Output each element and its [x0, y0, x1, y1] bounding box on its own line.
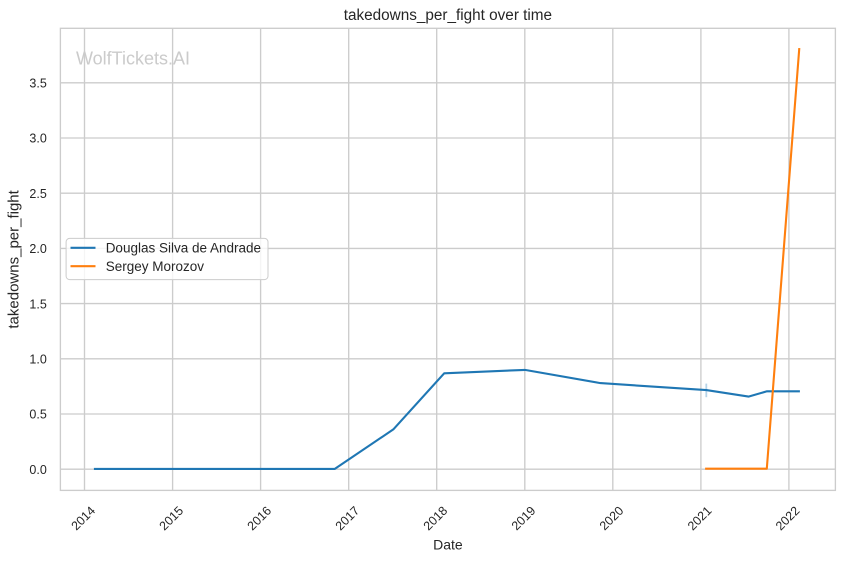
svg-text:takedowns_per_fight over time: takedowns_per_fight over time [344, 7, 552, 24]
svg-text:0.0: 0.0 [29, 463, 46, 477]
svg-text:1.0: 1.0 [29, 353, 46, 367]
svg-text:2.5: 2.5 [29, 187, 46, 201]
svg-text:WolfTickets.AI: WolfTickets.AI [76, 49, 190, 69]
svg-text:takedowns_per_fight: takedowns_per_fight [6, 189, 23, 328]
svg-text:2.0: 2.0 [29, 242, 46, 256]
svg-text:Sergey Morozov: Sergey Morozov [106, 259, 205, 274]
svg-text:Date: Date [433, 537, 463, 553]
svg-text:Douglas Silva de Andrade: Douglas Silva de Andrade [106, 241, 261, 256]
svg-text:3.0: 3.0 [29, 132, 46, 146]
svg-text:1.5: 1.5 [29, 297, 46, 311]
svg-text:3.5: 3.5 [29, 77, 46, 91]
svg-text:0.5: 0.5 [29, 408, 46, 422]
